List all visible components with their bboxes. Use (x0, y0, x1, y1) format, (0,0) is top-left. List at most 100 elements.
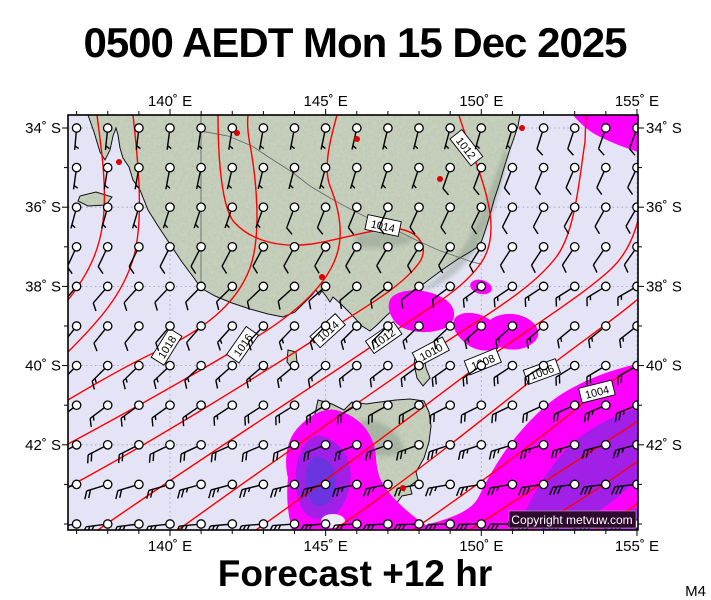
wind-barb (519, 439, 549, 460)
barb-shaft (190, 250, 200, 267)
barb-full-tick (459, 487, 465, 496)
barb-shaft (563, 210, 574, 227)
barb-full-tick (427, 451, 431, 461)
barb-full-tick (307, 379, 311, 388)
wind-barb (300, 479, 331, 498)
station-circle (632, 162, 638, 173)
lat-label-left: 38˚ S (25, 278, 61, 295)
wind-barb (618, 321, 638, 349)
wind-barb (550, 439, 580, 460)
barb-shaft (536, 131, 544, 150)
station-circle (196, 281, 206, 292)
wind-barb (365, 439, 393, 461)
station-circle (227, 321, 238, 331)
barb-shaft (241, 523, 260, 527)
barb-shaft (524, 288, 541, 300)
station-circle (289, 400, 300, 411)
barb-shaft (247, 328, 262, 343)
barb-full-tick (611, 486, 616, 495)
barb-shaft (70, 211, 77, 229)
station-circle (258, 241, 269, 252)
wind-barb (362, 519, 393, 530)
barb-shaft (159, 250, 169, 267)
barb-shaft (459, 484, 478, 489)
station-circle (476, 360, 487, 371)
station-circle (102, 202, 113, 213)
barb-shaft (625, 210, 636, 227)
barb-full-tick (587, 339, 591, 349)
station-circle (569, 241, 580, 252)
barb-shaft (623, 249, 636, 266)
lat-label-right: 38˚ S (646, 278, 682, 295)
barb-full-tick (468, 265, 475, 274)
barb-full-tick (401, 524, 406, 530)
barb-shaft (73, 132, 77, 150)
barb-shaft (93, 328, 106, 344)
barb-shaft (399, 406, 416, 417)
wind-barb (612, 439, 638, 459)
barb-shaft (490, 484, 509, 489)
barb-full-tick (464, 340, 468, 350)
wind-barbs (68, 123, 638, 530)
barb-shaft (433, 328, 448, 342)
barb-full-tick (122, 380, 126, 390)
barb-half-tick (219, 339, 223, 344)
barb-half-tick (308, 524, 313, 530)
wind-barb (117, 439, 144, 464)
barb-full-tick (614, 413, 618, 422)
station-circle (289, 281, 300, 292)
barb-shaft (409, 210, 418, 228)
barb-shaft (153, 367, 168, 382)
wind-barb (517, 479, 549, 496)
isobar-label-box (364, 214, 402, 237)
barb-half-tick (259, 145, 265, 150)
station-circle (320, 360, 331, 371)
station-circle (476, 281, 487, 292)
barb-shaft (303, 523, 322, 527)
wind-barb (215, 281, 238, 311)
barb-full-tick (334, 452, 337, 462)
station-circle (71, 202, 82, 213)
wind-barb (308, 281, 331, 310)
barb-shaft (166, 132, 171, 150)
barb-full-tick (396, 451, 399, 461)
barb-full-tick (434, 375, 438, 385)
city-dot (354, 136, 360, 142)
barb-shaft (378, 210, 387, 228)
barb-shaft (316, 210, 325, 228)
barb-shaft (583, 484, 602, 488)
precip-intense-tasmania (305, 455, 336, 507)
lat-label-right: 36˚ S (646, 199, 682, 216)
wind-barb (627, 162, 638, 195)
city-dot (234, 130, 240, 136)
barb-full-tick (579, 486, 585, 496)
barb-shaft (554, 406, 572, 415)
wind-barb (258, 123, 269, 150)
station-circle (258, 281, 269, 292)
station-circle (507, 281, 518, 292)
wind-barb (555, 281, 580, 307)
precip-area-ne-corner (573, 115, 638, 152)
barb-full-tick (587, 412, 590, 421)
barb-half-tick (167, 145, 172, 150)
wind-barb (71, 123, 82, 150)
station-circle (196, 321, 206, 331)
wind-barb (522, 400, 549, 423)
station-circle (445, 321, 456, 331)
wind-barb (396, 439, 424, 461)
city-dots (116, 125, 525, 491)
barb-full-tick (496, 375, 499, 385)
barb-full-tick (397, 524, 402, 530)
wind-barb (380, 162, 393, 189)
station-circle (538, 439, 549, 450)
isobar-label: 1004 (578, 379, 616, 404)
wind-barb (349, 162, 362, 189)
barb-half-tick (125, 377, 128, 383)
barb-full-tick (400, 299, 404, 309)
barb-full-tick (623, 264, 629, 273)
station-circle (383, 479, 393, 490)
station-circle (165, 162, 175, 173)
barb-shaft (491, 445, 509, 452)
barb-full-tick (300, 489, 305, 498)
